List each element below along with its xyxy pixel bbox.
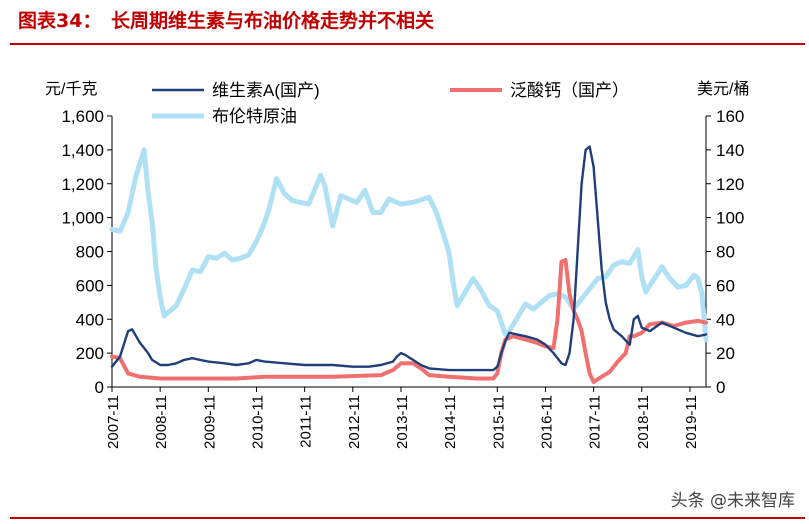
legend-label-1: 泛酸钙（国产） xyxy=(510,81,629,100)
left-tick-label: 400 xyxy=(76,310,104,329)
left-tick-label: 1,400 xyxy=(61,141,104,160)
right-tick-label: 20 xyxy=(716,344,735,363)
left-tick-label: 1,200 xyxy=(61,175,104,194)
right-tick-label: 140 xyxy=(716,141,744,160)
x-tick-label: 2012-11 xyxy=(346,395,363,449)
x-tick-label: 2007-11 xyxy=(105,395,122,449)
title-divider xyxy=(10,43,805,45)
x-tick-label: 2016-11 xyxy=(538,395,555,449)
left-axis-unit: 元/千克 xyxy=(45,80,97,98)
legend-label-0: 维生素A(国产) xyxy=(212,81,320,100)
left-tick-label: 800 xyxy=(76,243,104,262)
x-tick-label: 2017-11 xyxy=(587,395,604,449)
watermark: 头条 @未来智库 xyxy=(666,486,799,511)
left-tick-label: 1,000 xyxy=(61,209,104,228)
series-line-0 xyxy=(110,145,708,372)
left-tick-label: 0 xyxy=(95,378,104,397)
legend: 维生素A(国产) 泛酸钙（国产） 布伦特原油 xyxy=(152,81,629,126)
right-tick-label: 0 xyxy=(716,378,725,397)
series-layer xyxy=(109,145,709,384)
figure-title: 图表34： 长周期维生素与布油价格走势并不相关 xyxy=(18,10,434,32)
footer-divider xyxy=(10,517,805,519)
right-tick-label: 100 xyxy=(716,209,744,228)
right-tick-label: 60 xyxy=(716,276,735,295)
left-tick-label: 600 xyxy=(76,276,104,295)
x-tick-label: 2011-11 xyxy=(298,395,315,448)
series-line-2 xyxy=(109,147,709,343)
left-tick-label: 200 xyxy=(76,344,104,363)
x-tick-label: 2013-11 xyxy=(394,395,411,449)
x-tick-label: 2019-11 xyxy=(683,395,700,449)
right-tick-label: 80 xyxy=(716,243,735,262)
x-tick-label: 2014-11 xyxy=(442,395,459,449)
legend-label-2: 布伦特原油 xyxy=(212,107,297,126)
x-tick-label: 2018-11 xyxy=(635,395,652,449)
right-axis-unit: 美元/桶 xyxy=(697,80,749,98)
x-tick-label: 2009-11 xyxy=(201,395,218,449)
right-tick-label: 120 xyxy=(716,175,744,194)
left-tick-label: 1,600 xyxy=(61,107,104,126)
right-tick-label: 160 xyxy=(716,107,744,126)
axes: 0 200 400 600 800 1,000 1,200 1,400 1,600 0 20 40 60… xyxy=(45,80,749,449)
x-tick-label: 2015-11 xyxy=(490,395,507,449)
x-tick-label: 2010-11 xyxy=(249,395,266,449)
right-tick-label: 40 xyxy=(716,310,735,329)
x-tick-label: 2008-11 xyxy=(153,395,170,449)
series-line-1 xyxy=(110,258,708,384)
